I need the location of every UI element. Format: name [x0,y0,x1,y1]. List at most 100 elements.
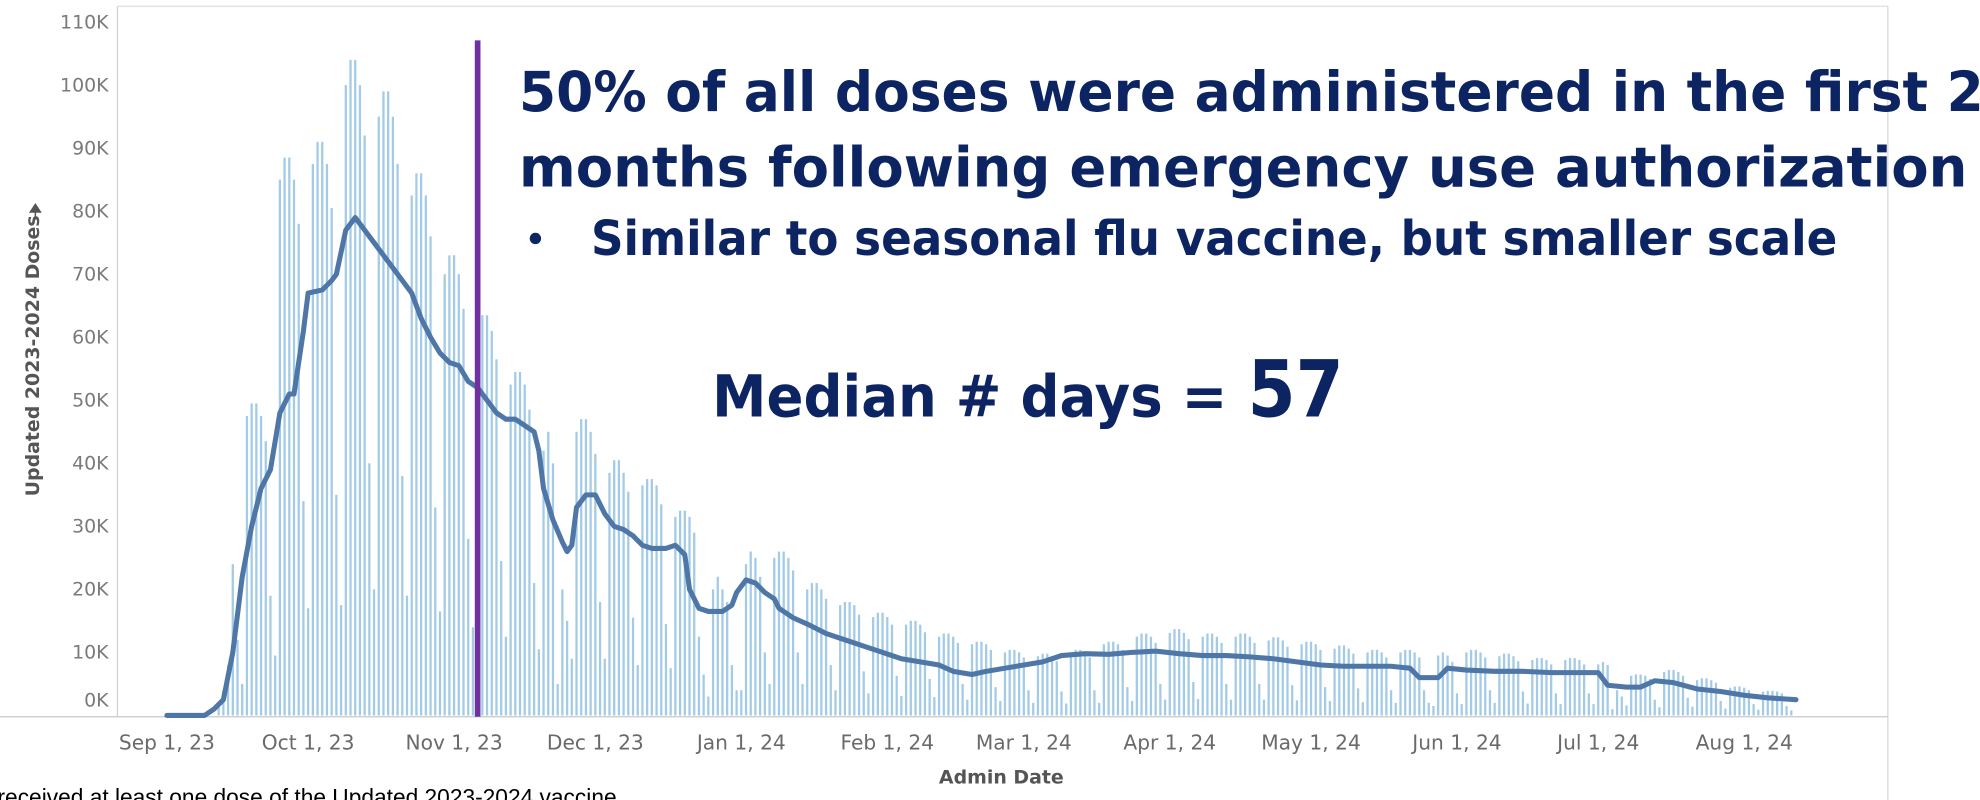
bar [292,179,296,716]
bar [1488,690,1492,716]
bar [1620,696,1623,716]
bar [241,683,244,716]
bar [542,450,545,716]
bar [1752,704,1755,716]
bar [551,463,555,716]
bar [834,690,837,716]
bar [646,479,649,716]
bar [1074,649,1077,716]
bar [1145,633,1148,716]
bar [1135,636,1138,716]
bar [1258,683,1261,716]
bar [1098,702,1101,716]
bar [1173,629,1176,716]
bar [325,163,329,716]
bar [1587,693,1590,716]
bar [1352,653,1355,716]
x-tick-label: Dec 1, 23 [547,731,644,755]
bar [1178,629,1181,716]
bar [1168,632,1171,716]
bar [377,116,380,716]
bar [1418,657,1421,716]
bar [368,463,371,716]
bar [434,507,437,716]
bar [1069,652,1073,716]
bar [716,576,719,716]
bar [660,504,663,716]
bar [1677,671,1680,716]
bar [1658,707,1661,716]
bar [349,59,352,716]
bar [1408,649,1412,716]
bar [401,475,404,716]
bar [561,589,564,716]
bar [500,561,503,716]
bar [613,460,616,716]
bar [1554,693,1558,716]
bar [1644,675,1647,716]
bar [509,384,512,716]
moving-average-line [164,214,1799,718]
bar [1342,645,1346,716]
bar [1272,637,1275,716]
bar [278,179,282,716]
y-tick-label: 0K [84,690,109,712]
bar [711,589,715,716]
pin-icon [28,203,42,219]
bar [1036,656,1040,716]
bar [1615,690,1619,716]
y-tick-label: 80K [72,200,109,222]
bar [759,576,762,716]
bar [1695,680,1699,716]
x-tick-label: Jan 1, 24 [695,731,786,755]
bar [471,627,475,716]
bar [1276,637,1280,716]
bar [1413,652,1416,716]
bar [1728,687,1732,716]
bar [721,589,724,716]
bar [236,639,239,716]
y-tick-label: 100K [60,74,109,96]
bar [1455,693,1459,716]
bar [1211,633,1214,716]
bar [467,538,470,716]
bar [556,683,559,716]
bar [1055,661,1058,716]
bar [1502,653,1506,716]
bar [259,416,263,716]
bar [1046,653,1049,716]
bar [1484,657,1487,716]
bar [1187,639,1190,716]
bar [1371,649,1374,716]
bar [1163,699,1167,716]
bar [1663,671,1666,716]
bar [1606,665,1609,716]
bar [1130,700,1134,716]
bar [947,633,950,716]
bar [702,674,705,716]
footnote: received at least one dose of the Update… [0,784,617,800]
bar [1700,678,1703,716]
bar [1404,649,1407,716]
bar [424,195,427,716]
y-tick-label: 70K [72,264,109,286]
bar [344,85,347,716]
bar [608,472,611,716]
bar [580,419,583,716]
bar [777,551,781,716]
bar [1550,664,1553,716]
bar [730,665,734,716]
bar [330,208,333,716]
bar [923,632,927,716]
bar [1215,636,1218,716]
bar [1451,661,1454,716]
bar [1531,659,1534,716]
bar [306,608,310,716]
bar [970,644,974,716]
bar [1634,674,1638,716]
bar [1535,658,1539,716]
bar [255,403,258,716]
bar [269,595,272,716]
bar [1653,699,1656,716]
bar [523,384,526,716]
